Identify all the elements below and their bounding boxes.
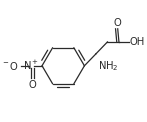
Text: O: O — [113, 18, 121, 28]
Text: OH: OH — [130, 37, 145, 47]
Text: N$^+$: N$^+$ — [23, 59, 39, 72]
Text: O: O — [29, 80, 36, 90]
Text: $^-$O: $^-$O — [1, 60, 20, 71]
Text: NH$_2$: NH$_2$ — [98, 59, 118, 73]
